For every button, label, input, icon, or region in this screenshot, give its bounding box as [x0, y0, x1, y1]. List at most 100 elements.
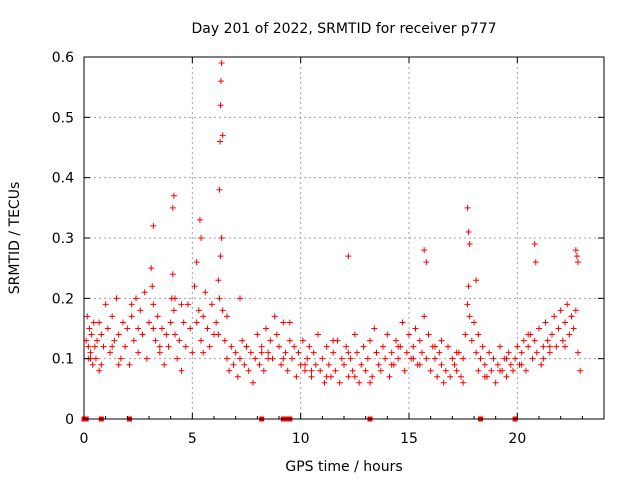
data-point [434, 373, 441, 380]
data-point [570, 325, 577, 332]
data-point [395, 343, 402, 350]
data-point [449, 355, 456, 362]
data-point [198, 235, 204, 241]
data-point [464, 204, 471, 211]
data-point [423, 259, 430, 266]
data-point [388, 361, 395, 368]
y-axis-label: SRMTID / TECUs [7, 182, 23, 295]
data-point [115, 331, 122, 338]
data-point [308, 367, 315, 374]
data-point [217, 253, 224, 260]
data-point [135, 349, 142, 356]
data-point [230, 361, 237, 368]
data-point [380, 343, 386, 350]
data-point [332, 367, 339, 374]
data-point [551, 313, 558, 320]
data-point [486, 349, 493, 356]
data-point [150, 325, 157, 332]
data-point [221, 337, 228, 344]
data-point [178, 367, 185, 374]
data-point [518, 349, 525, 356]
data-point [557, 307, 564, 314]
data-point [577, 367, 584, 374]
data-points [81, 60, 584, 422]
data-point [217, 102, 224, 109]
data-point [130, 337, 137, 344]
data-point [187, 325, 194, 332]
data-point [468, 337, 475, 344]
data-point [239, 337, 246, 344]
data-point [360, 343, 367, 350]
data-point [546, 343, 553, 350]
data-point [120, 319, 126, 326]
data-point [96, 319, 103, 326]
data-point [466, 313, 473, 320]
data-point [492, 379, 499, 386]
data-point [172, 295, 178, 302]
data-point [89, 361, 96, 368]
data-point [416, 361, 423, 368]
data-point [503, 355, 510, 362]
data-point [161, 361, 168, 368]
data-point [399, 319, 406, 326]
data-point [167, 319, 174, 326]
data-point [258, 349, 265, 356]
data-point [319, 355, 326, 362]
data-point [273, 331, 280, 338]
data-point [412, 325, 419, 332]
data-point [575, 259, 581, 266]
data-point [336, 379, 343, 386]
data-point [216, 295, 223, 302]
data-point [109, 313, 116, 320]
y-tick-label: 0.3 [52, 231, 74, 247]
data-point [299, 337, 306, 344]
data-point [505, 349, 512, 356]
data-point [464, 301, 471, 308]
data-point [91, 343, 98, 350]
data-point [475, 331, 482, 338]
data-point [473, 349, 480, 356]
data-point [250, 379, 256, 386]
data-point [196, 216, 203, 223]
y-tick-label: 0 [65, 412, 74, 428]
data-point [573, 253, 580, 260]
data-point [200, 349, 207, 356]
data-point [156, 349, 163, 356]
data-point [421, 313, 428, 320]
data-point [453, 349, 460, 356]
data-point [291, 343, 298, 350]
data-point [252, 355, 259, 362]
data-point [124, 325, 131, 332]
x-tick-label: 5 [188, 431, 197, 447]
data-point [174, 355, 181, 362]
data-point [460, 355, 467, 362]
data-point [382, 355, 389, 362]
y-tick-label: 0.2 [52, 291, 74, 307]
data-point [481, 361, 488, 368]
data-point [213, 319, 220, 326]
data-point [525, 343, 532, 350]
data-point [308, 373, 315, 380]
data-point [351, 331, 358, 338]
data-point [460, 379, 467, 386]
data-point [401, 367, 408, 374]
data-point [109, 343, 116, 350]
data-point [310, 349, 317, 356]
data-point [362, 367, 369, 374]
data-point [94, 337, 100, 344]
data-point [465, 283, 472, 290]
data-point [193, 319, 200, 326]
data-point [204, 325, 211, 332]
data-point [98, 361, 105, 368]
y-tick-label: 0.6 [52, 50, 74, 66]
data-point [533, 349, 540, 356]
data-point [219, 307, 226, 314]
data-point [247, 349, 254, 356]
data-point [475, 367, 482, 374]
data-point [479, 343, 486, 350]
data-point [477, 355, 484, 362]
data-point [375, 361, 382, 368]
data-point [263, 325, 269, 332]
data-point [325, 361, 332, 368]
data-point [364, 355, 371, 362]
